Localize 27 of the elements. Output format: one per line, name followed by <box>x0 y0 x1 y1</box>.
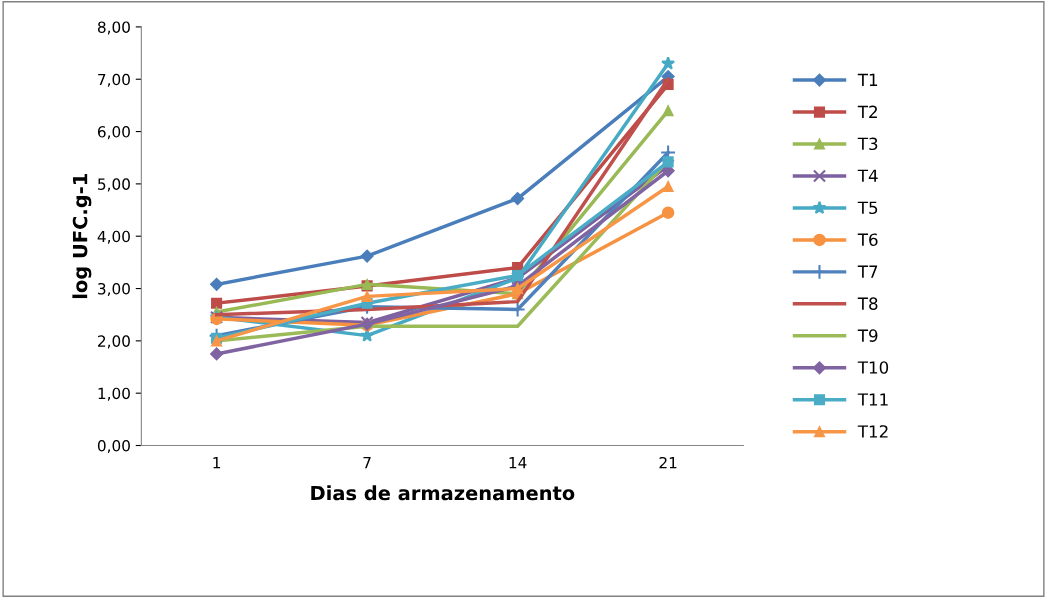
y-tick-label: 4,00 <box>97 230 130 244</box>
x-tick-label: 1 <box>213 457 221 469</box>
y-tick-label: 7,00 <box>98 73 130 87</box>
legend-label: T9 <box>857 329 878 342</box>
legend-label: T11 <box>857 393 888 406</box>
legend-label: T6 <box>857 233 878 246</box>
y-axis-title: log UFC.g-1 <box>72 174 92 299</box>
x-tick-label: 14 <box>509 457 527 469</box>
legend-label: T10 <box>857 361 889 374</box>
y-tick-label: 0,00 <box>97 439 130 454</box>
legend-label: T8 <box>857 297 878 310</box>
legend-label: T3 <box>857 137 878 151</box>
y-tick-label: 8,00 <box>97 21 130 35</box>
legend-label: T12 <box>857 425 888 438</box>
y-tick-label: 5,00 <box>98 178 130 192</box>
x-axis-title: Dias de armazenamento <box>311 485 575 501</box>
x-tick-label: 21 <box>659 456 677 469</box>
x-tick-label: 7 <box>363 457 371 469</box>
y-tick-label: 6,00 <box>97 126 130 140</box>
legend-label: T1 <box>857 73 878 86</box>
legend-label: T7 <box>857 265 878 278</box>
legend-label: T4 <box>857 169 878 182</box>
legend-label: T5 <box>857 201 878 215</box>
y-tick-label: 3,00 <box>98 283 130 297</box>
y-tick-label: 1,00 <box>98 387 130 401</box>
legend-label: T2 <box>857 105 877 118</box>
y-tick-label: 2,00 <box>98 335 130 349</box>
